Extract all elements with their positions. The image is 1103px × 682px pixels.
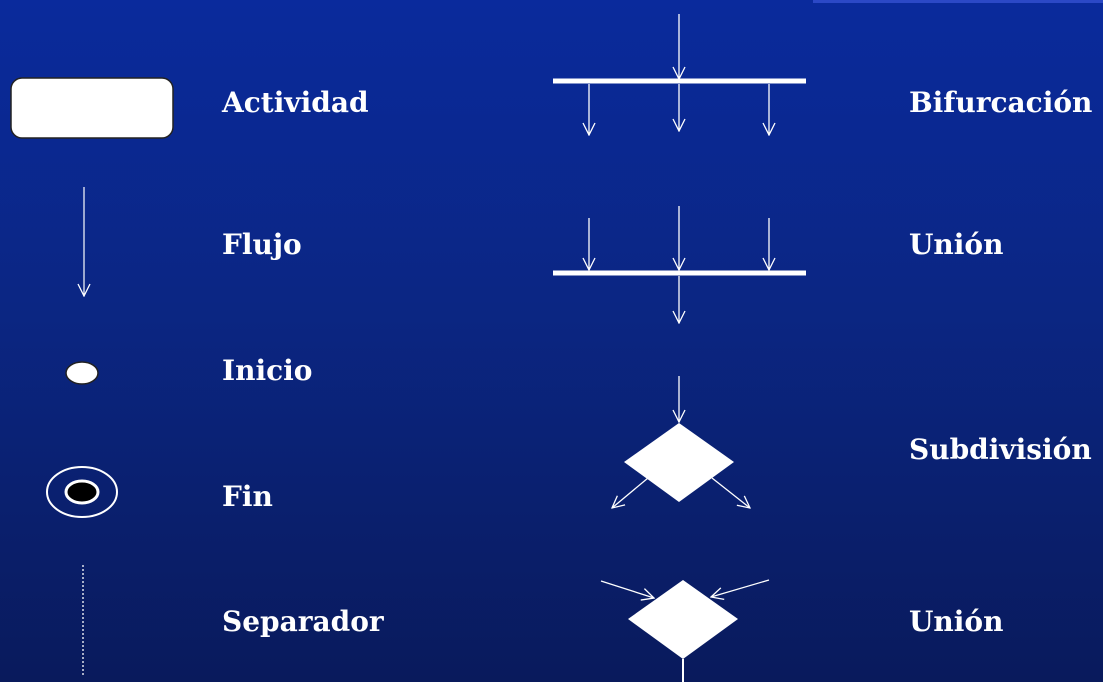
label-join: Unión [909,228,1004,261]
merge-symbol [600,579,770,682]
label-merge: Unión [909,605,1004,638]
label-fork: Bifurcación [909,86,1093,119]
end-node-symbol [46,466,118,518]
label-flow: Flujo [222,228,302,261]
label-activity: Actividad [222,86,369,119]
label-start: Inicio [222,354,313,387]
activity-symbol [10,77,174,139]
top-accent-bar [813,0,1103,3]
label-separator: Separador [222,605,384,638]
label-end: Fin [222,480,273,513]
fork-symbol [553,14,806,135]
join-symbol [553,206,806,323]
decision-symbol [612,376,750,508]
label-decision: Subdivisión [909,433,1092,466]
start-node-symbol [65,361,99,385]
